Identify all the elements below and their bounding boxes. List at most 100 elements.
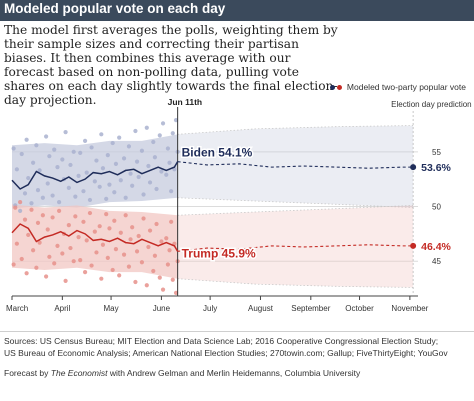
poll-point-biden-28 [76, 173, 81, 178]
poll-point-trump-16 [47, 254, 52, 259]
election-value-biden: 53.6% [421, 162, 451, 174]
x-tick-july: July [203, 304, 217, 313]
poll-point-trump-58 [144, 283, 149, 288]
band-lower-edge-biden [177, 197, 414, 208]
x-tick-october: October [345, 304, 374, 313]
poll-point-trump-10 [34, 265, 39, 270]
poll-point-trump-24 [66, 222, 71, 228]
poll-point-biden-16 [47, 154, 52, 159]
poll-point-biden-0 [11, 146, 16, 151]
poll-point-trump-13 [40, 213, 45, 218]
poll-point-biden-59 [146, 163, 151, 169]
poll-point-trump-8 [29, 207, 34, 212]
election-point-biden [410, 164, 417, 171]
poll-point-biden-18 [52, 147, 57, 152]
poll-point-trump-34 [89, 263, 94, 268]
today-label: Jun 11th [168, 97, 202, 107]
current-label-biden: Biden 54.1% [182, 146, 253, 160]
band-lower-edge-trump [177, 278, 414, 288]
poll-point-trump-51 [128, 237, 133, 242]
poll-point-biden-25 [68, 162, 73, 168]
band-upper-edge-biden [177, 125, 414, 135]
poll-point-biden-54 [134, 159, 140, 164]
poll-point-biden-69 [167, 160, 172, 165]
poll-point-biden-67 [164, 172, 169, 177]
poll-point-trump-27 [73, 214, 78, 219]
poll-point-biden-14 [44, 134, 49, 139]
poll-point-trump-47 [118, 230, 123, 235]
poll-point-trump-62 [152, 253, 158, 258]
poll-point-trump-26 [71, 259, 76, 264]
sources-line-2: US Bureau of Economic Analysis; American… [4, 348, 448, 358]
x-tick-august: August [248, 304, 274, 313]
legend-dem-dot [329, 84, 335, 90]
poll-point-trump-63 [154, 221, 159, 227]
x-tick-september: September [291, 304, 330, 313]
poll-point-biden-4 [19, 151, 24, 157]
poll-point-biden-57 [141, 192, 146, 197]
poll-point-biden-37 [97, 184, 102, 189]
y-tick-50: 50 [432, 203, 441, 212]
poll-point-trump-36 [94, 250, 99, 255]
poll-point-biden-49 [123, 195, 128, 200]
poll-point-biden-12 [37, 168, 42, 173]
poll-point-biden-11 [35, 187, 41, 193]
poll-point-biden-41 [105, 152, 110, 158]
poll-point-biden-9 [31, 160, 36, 165]
poll-point-trump-2 [14, 241, 19, 246]
poll-point-biden-56 [139, 148, 145, 153]
poll-point-biden-29 [78, 150, 83, 156]
popular-vote-chart: 45 50 55 Jun 11th Election day prediction Bid… [6, 97, 472, 313]
poll-point-trump-6 [24, 271, 29, 276]
poll-point-biden-32 [84, 170, 89, 175]
poll-point-trump-56 [139, 260, 145, 265]
poll-point-trump-19 [55, 243, 60, 248]
poll-point-trump-5 [22, 217, 28, 222]
poll-point-trump-57 [141, 216, 146, 221]
poll-point-biden-73 [173, 117, 179, 123]
election-day-label: Election day prediction [391, 100, 472, 109]
poll-point-biden-64 [157, 133, 162, 138]
poll-point-trump-31 [82, 270, 88, 275]
poll-point-trump-68 [165, 262, 171, 267]
poll-point-biden-27 [73, 194, 78, 199]
poll-point-biden-2 [14, 167, 19, 172]
poll-point-trump-44 [112, 218, 117, 223]
poll-point-trump-1 [13, 205, 18, 210]
poll-point-trump-28 [76, 235, 81, 240]
poll-point-biden-6 [24, 137, 29, 142]
x-tick-november: November [391, 304, 428, 313]
poll-point-biden-45 [113, 161, 119, 166]
poll-point-biden-68 [165, 146, 171, 151]
poll-point-biden-7 [26, 175, 31, 181]
poll-point-biden-38 [99, 132, 104, 137]
poll-point-trump-41 [105, 255, 110, 261]
poll-point-biden-47 [118, 178, 123, 183]
poll-point-trump-73 [173, 290, 179, 296]
poll-point-biden-26 [71, 149, 76, 154]
sources: Sources: US Census Bureau; MIT Election … [4, 335, 470, 359]
poll-point-biden-50 [126, 144, 132, 149]
poll-point-trump-18 [52, 261, 57, 266]
election-point-trump [410, 242, 417, 249]
poll-point-biden-71 [170, 131, 175, 136]
poll-point-trump-4 [19, 256, 24, 262]
poll-point-trump-40 [104, 212, 109, 217]
poll-point-biden-63 [154, 186, 159, 192]
poll-point-trump-66 [160, 287, 166, 292]
poll-point-trump-53 [133, 279, 138, 285]
poll-point-biden-35 [92, 179, 97, 184]
poll-point-trump-37 [97, 224, 102, 229]
poll-point-biden-55 [136, 174, 141, 180]
poll-point-trump-20 [56, 208, 62, 213]
poll-point-trump-50 [126, 264, 132, 269]
poll-point-trump-52 [130, 225, 135, 230]
poll-point-trump-29 [78, 257, 83, 263]
poll-point-trump-49 [123, 213, 128, 218]
poll-point-biden-24 [66, 185, 71, 191]
poll-point-biden-39 [100, 166, 106, 171]
poll-point-trump-12 [37, 240, 42, 245]
poll-point-trump-64 [157, 275, 162, 280]
poll-point-trump-67 [164, 236, 169, 241]
poll-point-trump-21 [60, 251, 65, 256]
